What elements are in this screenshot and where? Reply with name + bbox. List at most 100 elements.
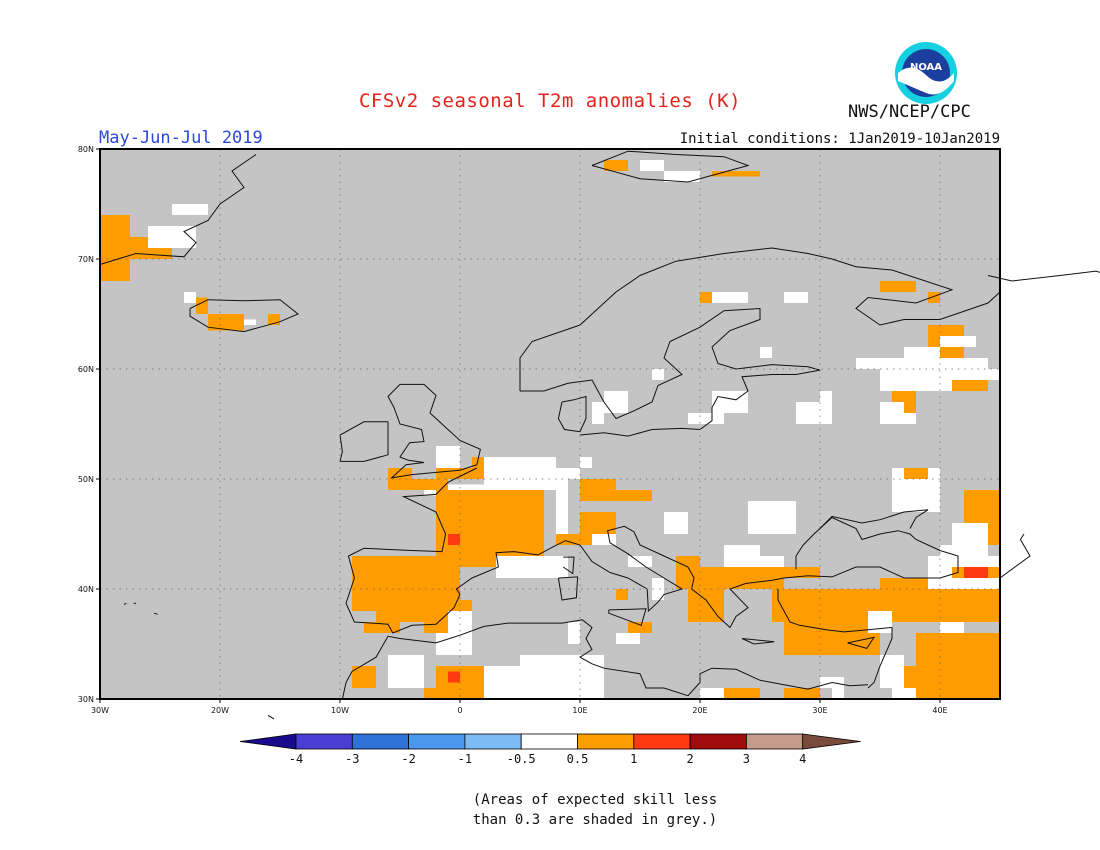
lon-tick-label: 0 — [457, 706, 462, 715]
coastline — [987, 270, 1100, 282]
anomaly-cell — [952, 523, 988, 545]
anomaly-cell — [784, 688, 820, 699]
anomaly-cell — [424, 611, 448, 633]
anomaly-cell — [448, 611, 472, 644]
anomaly-cell — [568, 622, 580, 644]
anomaly-cell — [580, 512, 616, 534]
anomaly-cell — [352, 666, 376, 688]
coastline — [557, 576, 579, 601]
anomaly-cell — [652, 578, 664, 600]
coastline — [387, 383, 481, 479]
anomaly-cell — [364, 622, 400, 633]
anomaly-cell — [904, 413, 916, 424]
anomaly-cell — [664, 512, 688, 534]
coastline — [608, 608, 647, 626]
colorbar-label: -3 — [345, 752, 359, 766]
coastline — [847, 636, 876, 649]
anomaly-cell — [172, 204, 208, 215]
coastline — [819, 509, 929, 529]
period-label: May-Jun-Jul 2019 — [99, 128, 263, 148]
svg-text:NOAA: NOAA — [910, 62, 942, 73]
skill-note: (Areas of expected skill less than 0.3 a… — [0, 790, 1100, 830]
anomaly-cell — [664, 171, 700, 182]
anomaly-cell — [580, 457, 592, 468]
coastline — [267, 715, 275, 720]
colorbar-arrow-low — [239, 733, 297, 750]
coastline — [520, 307, 821, 420]
anomaly-cell — [436, 446, 460, 468]
colorbar-swatch — [633, 733, 691, 750]
anomaly-cell — [208, 314, 244, 331]
colorbar-label: -4 — [289, 752, 303, 766]
initial-conditions: Initial conditions: 1Jan2019-10Jan2019 — [679, 131, 1000, 147]
anomaly-cell — [712, 171, 760, 177]
anomaly-cell — [184, 292, 196, 303]
colorbar-label: 3 — [743, 752, 750, 766]
anomaly-cell — [652, 369, 664, 380]
note-line-1: (Areas of expected skill less — [472, 792, 718, 808]
anomaly-cell — [580, 479, 616, 501]
lat-tick-label: 80N — [78, 145, 94, 154]
lon-tick-label: 30E — [812, 706, 827, 715]
latitude-ticks: 30N 40N 50N 60N 70N 80N — [78, 145, 100, 704]
anomaly-cell — [424, 688, 484, 699]
coastline — [591, 150, 750, 183]
map-frame — [99, 148, 1001, 700]
coastline — [579, 369, 821, 437]
anomaly-cell — [880, 281, 916, 292]
colorbar-swatch — [520, 733, 578, 750]
colorbar-swatch — [577, 733, 635, 750]
lon-tick-label: 40E — [932, 706, 947, 715]
anomaly-cell — [628, 622, 652, 633]
coastline — [999, 533, 1031, 579]
coastline — [99, 154, 257, 265]
anomaly-cell — [268, 314, 280, 325]
longitude-ticks: 30W 20W 10W 0 10E 20E 30E 40E — [91, 699, 948, 715]
colorbar-swatch — [746, 733, 804, 750]
anomaly-cell — [100, 215, 130, 281]
lon-tick-label: 20W — [211, 706, 229, 715]
anomaly-cell — [448, 534, 460, 545]
anomaly-cell — [616, 633, 640, 644]
colorbar-swatch — [408, 733, 466, 750]
lat-tick-label: 70N — [78, 255, 94, 264]
colorbar-label: 2 — [686, 752, 693, 766]
anomaly-cell — [892, 490, 940, 512]
lat-tick-label: 60N — [78, 365, 94, 374]
anomaly-cell — [952, 369, 1000, 380]
anomaly-cell — [616, 490, 652, 501]
anomaly-cell — [712, 391, 748, 413]
coastline — [777, 589, 893, 689]
anomaly-cell — [532, 556, 568, 578]
agency-label: NWS/NCEP/CPC — [848, 102, 971, 122]
anomaly-cell — [412, 655, 424, 666]
anomaly-cell — [724, 545, 760, 567]
anomaly-cell — [964, 567, 988, 578]
anomaly-cell — [904, 347, 940, 358]
anomaly-cell — [940, 622, 964, 633]
anomaly-cell — [784, 292, 808, 303]
anomaly-cell — [952, 380, 988, 391]
anomaly-cell — [376, 578, 424, 622]
anomaly-cell — [892, 688, 916, 699]
anomaly-cell — [604, 160, 628, 171]
colorbar-label: 1 — [630, 752, 637, 766]
anomaly-cell — [556, 479, 568, 534]
anomaly-cell — [940, 358, 988, 369]
anomaly-cell — [724, 688, 760, 699]
lat-tick-label: 50N — [78, 475, 94, 484]
note-line-2: than 0.3 are shaded in grey.) — [472, 812, 718, 828]
anomaly-cell — [796, 402, 832, 424]
anomaly-cell — [436, 468, 484, 479]
anomaly-cell — [352, 556, 376, 578]
lon-tick-label: 10E — [572, 706, 587, 715]
graticule — [100, 149, 1000, 699]
lon-tick-label: 30W — [91, 706, 109, 715]
coastline — [519, 247, 1001, 391]
anomaly-cell — [700, 688, 724, 699]
anomaly-cell — [496, 556, 532, 578]
anomaly-cell — [904, 468, 928, 479]
anomaly-cell — [592, 402, 604, 424]
